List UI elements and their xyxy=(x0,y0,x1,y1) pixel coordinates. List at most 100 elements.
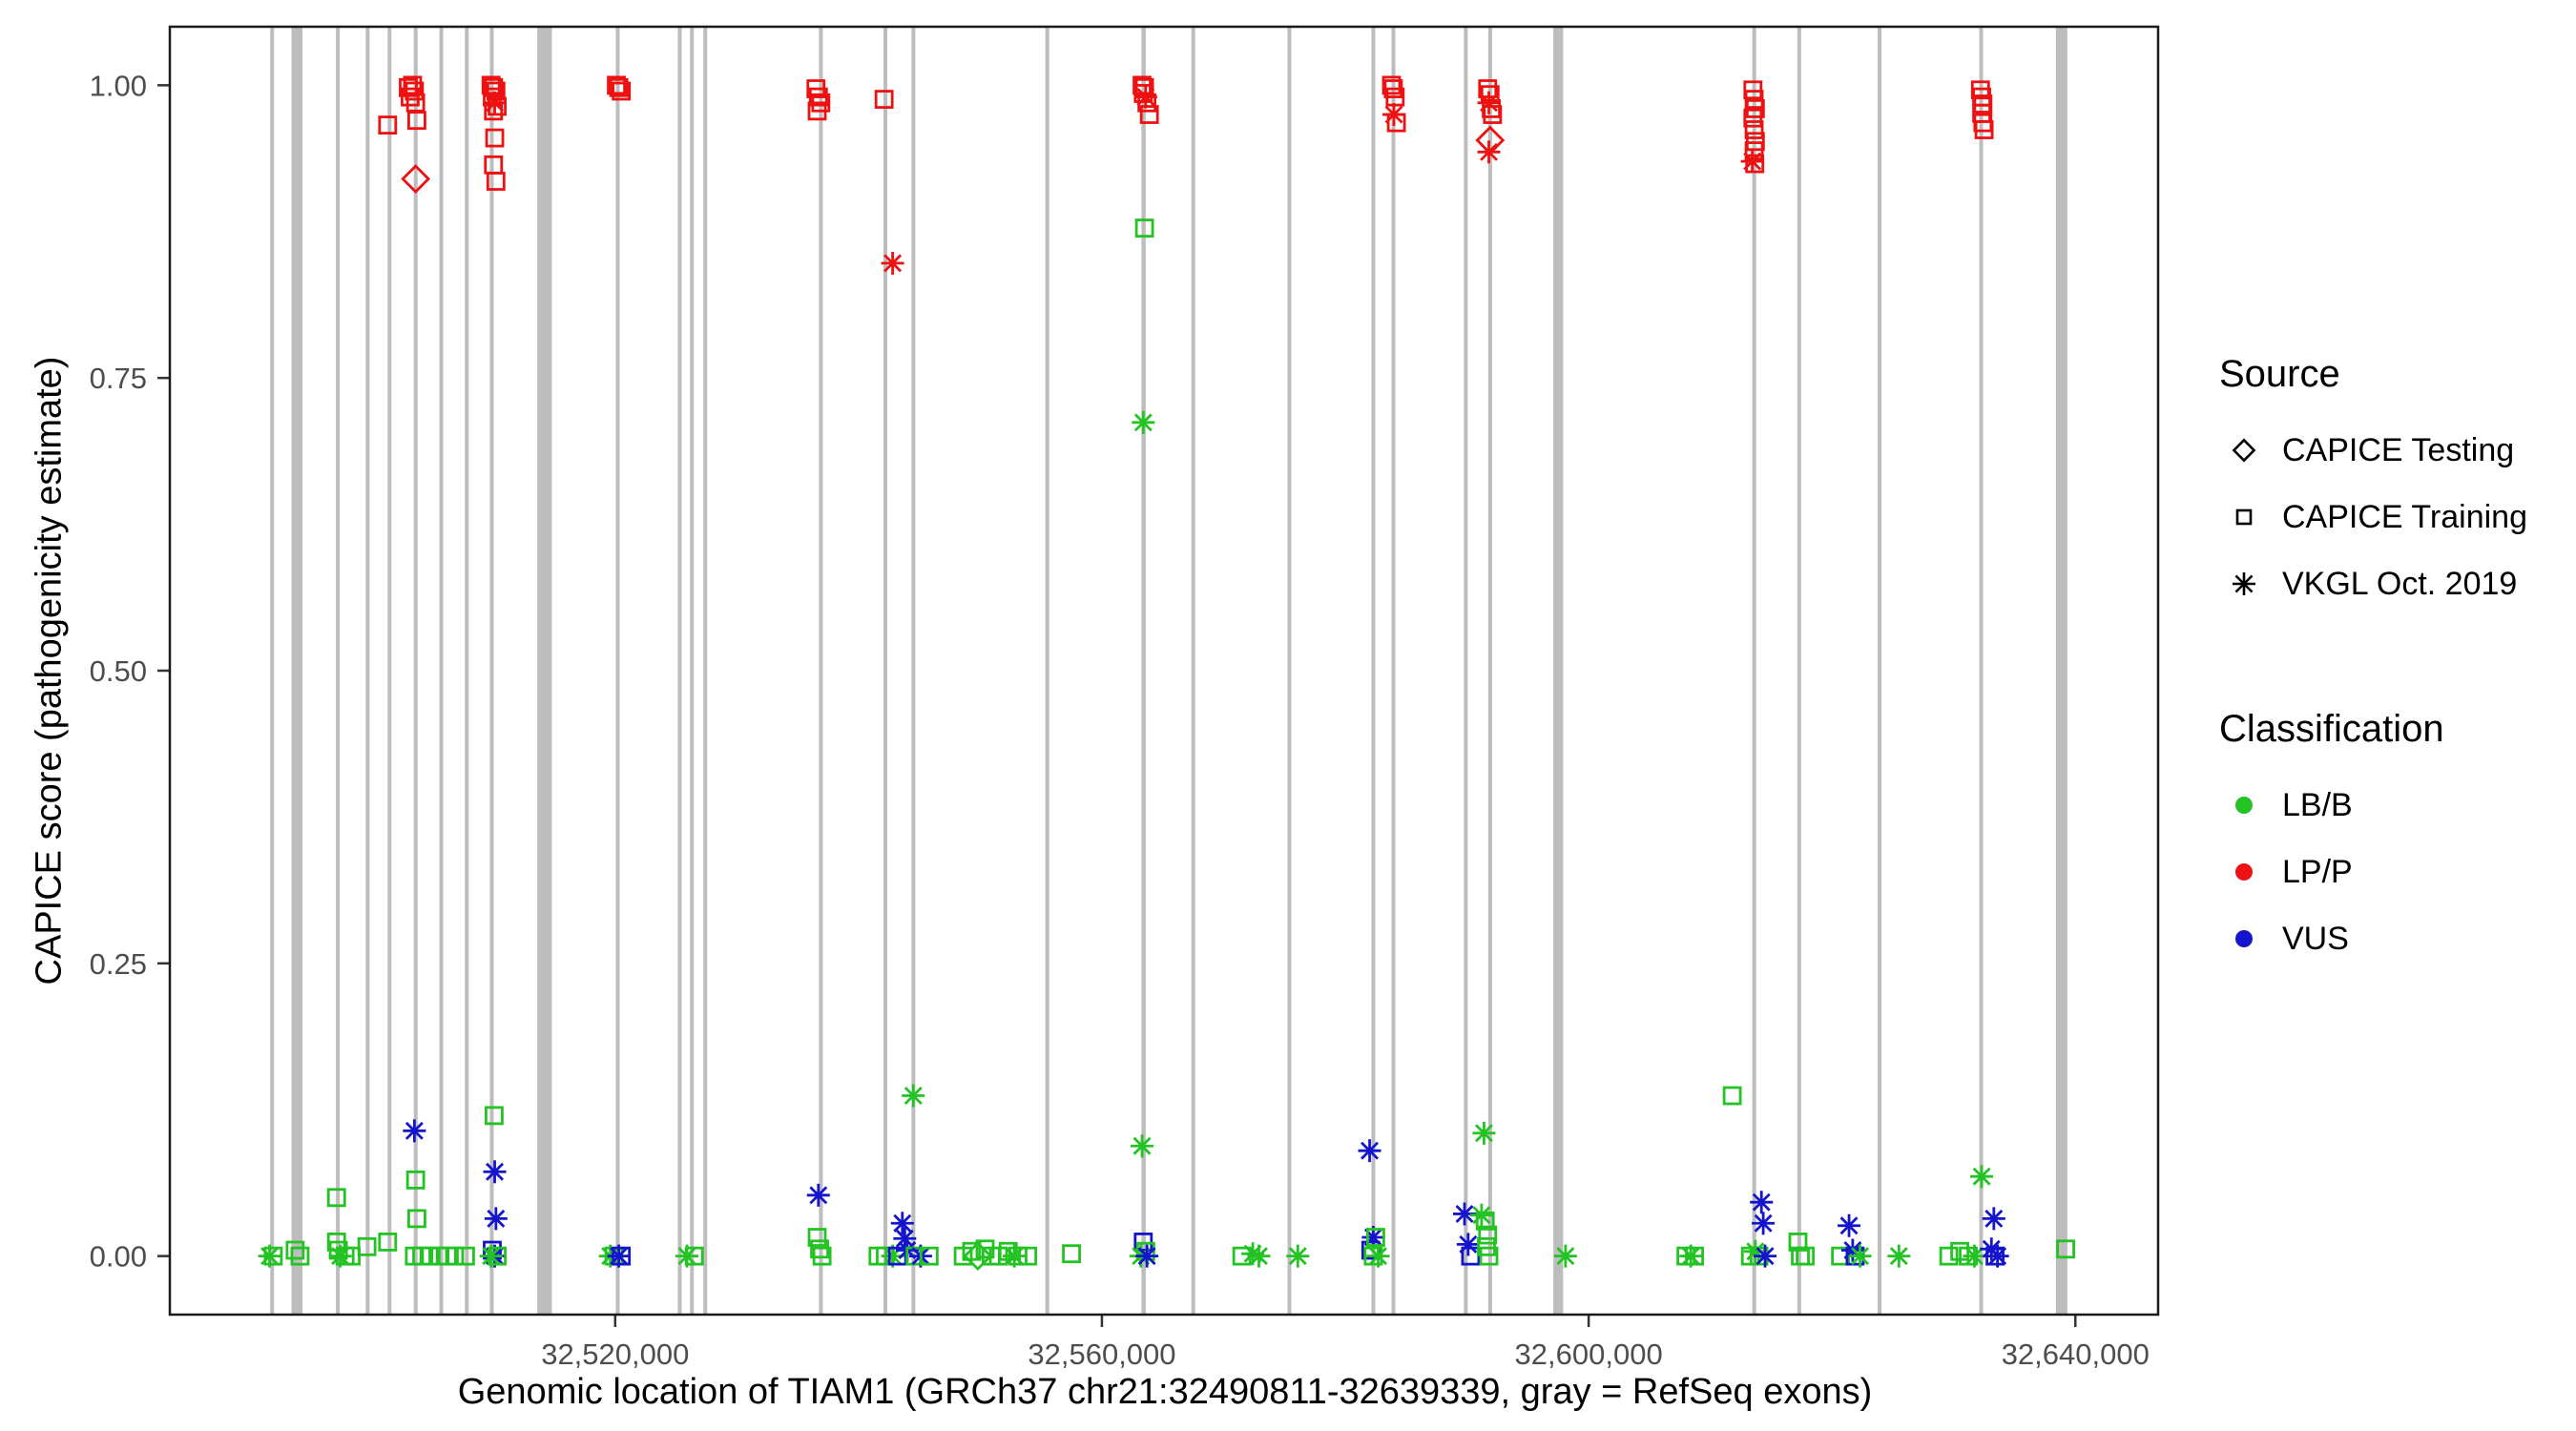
legend-classification-title: Classification xyxy=(2219,708,2444,750)
point-capice-training xyxy=(812,1246,832,1266)
point-vkgl-oct-2019 xyxy=(1887,1244,1911,1268)
legend-item-lp-p: LP/P xyxy=(2219,839,2527,905)
point-capice-training xyxy=(1796,1246,1816,1266)
refseq-exon-bar xyxy=(537,28,552,1314)
point-capice-training xyxy=(403,75,423,95)
point-capice-training xyxy=(1479,1246,1499,1266)
legend-item-vkgl: VKGL Oct. 2019 xyxy=(2219,550,2527,617)
point-capice-training xyxy=(1745,154,1765,174)
point-capice-training xyxy=(400,87,420,107)
red-dot-icon xyxy=(2235,863,2253,881)
point-capice-training xyxy=(1137,93,1157,113)
point-capice-training xyxy=(1134,218,1154,238)
point-capice-training xyxy=(488,96,507,116)
point-vkgl-oct-2019 xyxy=(1135,1244,1159,1268)
refseq-exon-bar xyxy=(365,28,370,1314)
refseq-exon-bar xyxy=(1878,28,1882,1314)
point-vkgl-oct-2019 xyxy=(1982,1207,2005,1231)
point-capice-training xyxy=(1475,1211,1495,1231)
point-capice-training xyxy=(1139,105,1159,124)
refseq-exon-bar xyxy=(1287,28,1292,1314)
point-capice-training xyxy=(378,115,398,135)
point-capice-training xyxy=(405,81,425,101)
refseq-exon-bar xyxy=(1371,28,1376,1314)
legend-source-group: Source CAPICE Testing CAPICE Training xyxy=(2219,353,2527,617)
point-capice-training xyxy=(285,1240,305,1260)
legend-item-label: LB/B xyxy=(2282,786,2353,823)
point-vkgl-oct-2019 xyxy=(403,1119,426,1143)
y-tick-label: 0.75 xyxy=(90,362,147,395)
point-capice-training xyxy=(1062,1244,1081,1264)
refseq-exon-bar xyxy=(2055,28,2067,1314)
refseq-exon-bar xyxy=(677,28,682,1314)
point-capice-training xyxy=(887,1246,907,1266)
x-tick-label: 32,600,000 xyxy=(1515,1338,1663,1371)
point-capice-training xyxy=(874,90,894,109)
point-vkgl-oct-2019 xyxy=(1358,1139,1381,1163)
point-vkgl-oct-2019 xyxy=(1750,1191,1774,1214)
point-vkgl-oct-2019 xyxy=(1985,1244,2009,1268)
refseq-exon-bar xyxy=(1487,28,1492,1314)
refseq-exon-bar xyxy=(413,28,418,1314)
point-capice-training xyxy=(808,87,828,107)
point-vkgl-oct-2019 xyxy=(1754,1244,1777,1268)
legend-panel: Source CAPICE Testing CAPICE Training xyxy=(2219,353,2527,972)
point-capice-training xyxy=(326,1188,346,1208)
point-vkgl-oct-2019 xyxy=(881,251,904,275)
refseq-exon-bar xyxy=(291,28,303,1314)
point-vkgl-oct-2019 xyxy=(1366,1244,1390,1268)
point-vkgl-oct-2019 xyxy=(479,1244,503,1268)
point-vkgl-oct-2019 xyxy=(806,1183,830,1207)
point-capice-training xyxy=(998,1241,1018,1261)
refseq-exon-bar xyxy=(1979,28,1984,1314)
point-vkgl-oct-2019 xyxy=(1456,1233,1480,1256)
point-vkgl-oct-2019 xyxy=(1132,410,1155,434)
point-capice-training xyxy=(612,1246,632,1266)
point-vkgl-oct-2019 xyxy=(1553,1244,1577,1268)
point-capice-training xyxy=(1478,1225,1498,1245)
legend-item-label: CAPICE Training xyxy=(2282,498,2527,535)
refseq-exon-bar xyxy=(465,28,469,1314)
point-capice-training xyxy=(445,1246,465,1266)
point-capice-training xyxy=(486,172,506,191)
point-capice-training xyxy=(1744,120,1764,139)
point-capice-training xyxy=(419,1246,439,1266)
refseq-exon-bar xyxy=(883,28,888,1314)
square-icon xyxy=(2235,508,2253,526)
refseq-exon-bar xyxy=(1045,28,1049,1314)
point-capice-training xyxy=(484,101,504,121)
point-capice-training xyxy=(456,1246,475,1266)
legend-source-title: Source xyxy=(2219,353,2340,395)
point-vkgl-oct-2019 xyxy=(1963,1244,1986,1268)
point-capice-training xyxy=(263,1246,283,1266)
point-capice-training xyxy=(2056,1239,2075,1259)
refseq-exon-bar xyxy=(690,28,695,1314)
legend-item-label: CAPICE Testing xyxy=(2282,431,2515,468)
refseq-exon-bar xyxy=(1391,28,1396,1314)
point-capice-training xyxy=(962,1241,982,1261)
legend-item-capice-training: CAPICE Training xyxy=(2219,484,2527,550)
point-capice-training xyxy=(407,111,426,131)
refseq-exon-bar xyxy=(1464,28,1468,1314)
point-vkgl-oct-2019 xyxy=(1752,1212,1776,1235)
point-capice-training xyxy=(290,1246,310,1266)
point-capice-training xyxy=(405,1170,426,1190)
point-capice-training xyxy=(607,75,626,95)
point-vkgl-oct-2019 xyxy=(1472,1121,1496,1145)
green-dot-icon xyxy=(2235,797,2253,814)
point-capice-training xyxy=(405,93,426,113)
x-tick-label: 32,520,000 xyxy=(541,1338,689,1371)
refseq-exon-bar xyxy=(615,28,620,1314)
refseq-exon-bar xyxy=(703,28,708,1314)
y-tick-label: 0.00 xyxy=(90,1240,147,1274)
refseq-exon-bar xyxy=(387,28,392,1314)
refseq-exon-bar xyxy=(911,28,916,1314)
point-vkgl-oct-2019 xyxy=(1740,150,1764,174)
point-capice-training xyxy=(807,101,827,121)
point-vkgl-oct-2019 xyxy=(1477,91,1501,114)
point-capice-testing xyxy=(401,164,431,194)
point-vkgl-oct-2019 xyxy=(1970,1165,1994,1189)
point-capice-training xyxy=(1381,75,1402,95)
refseq-exon-bar xyxy=(489,28,494,1314)
